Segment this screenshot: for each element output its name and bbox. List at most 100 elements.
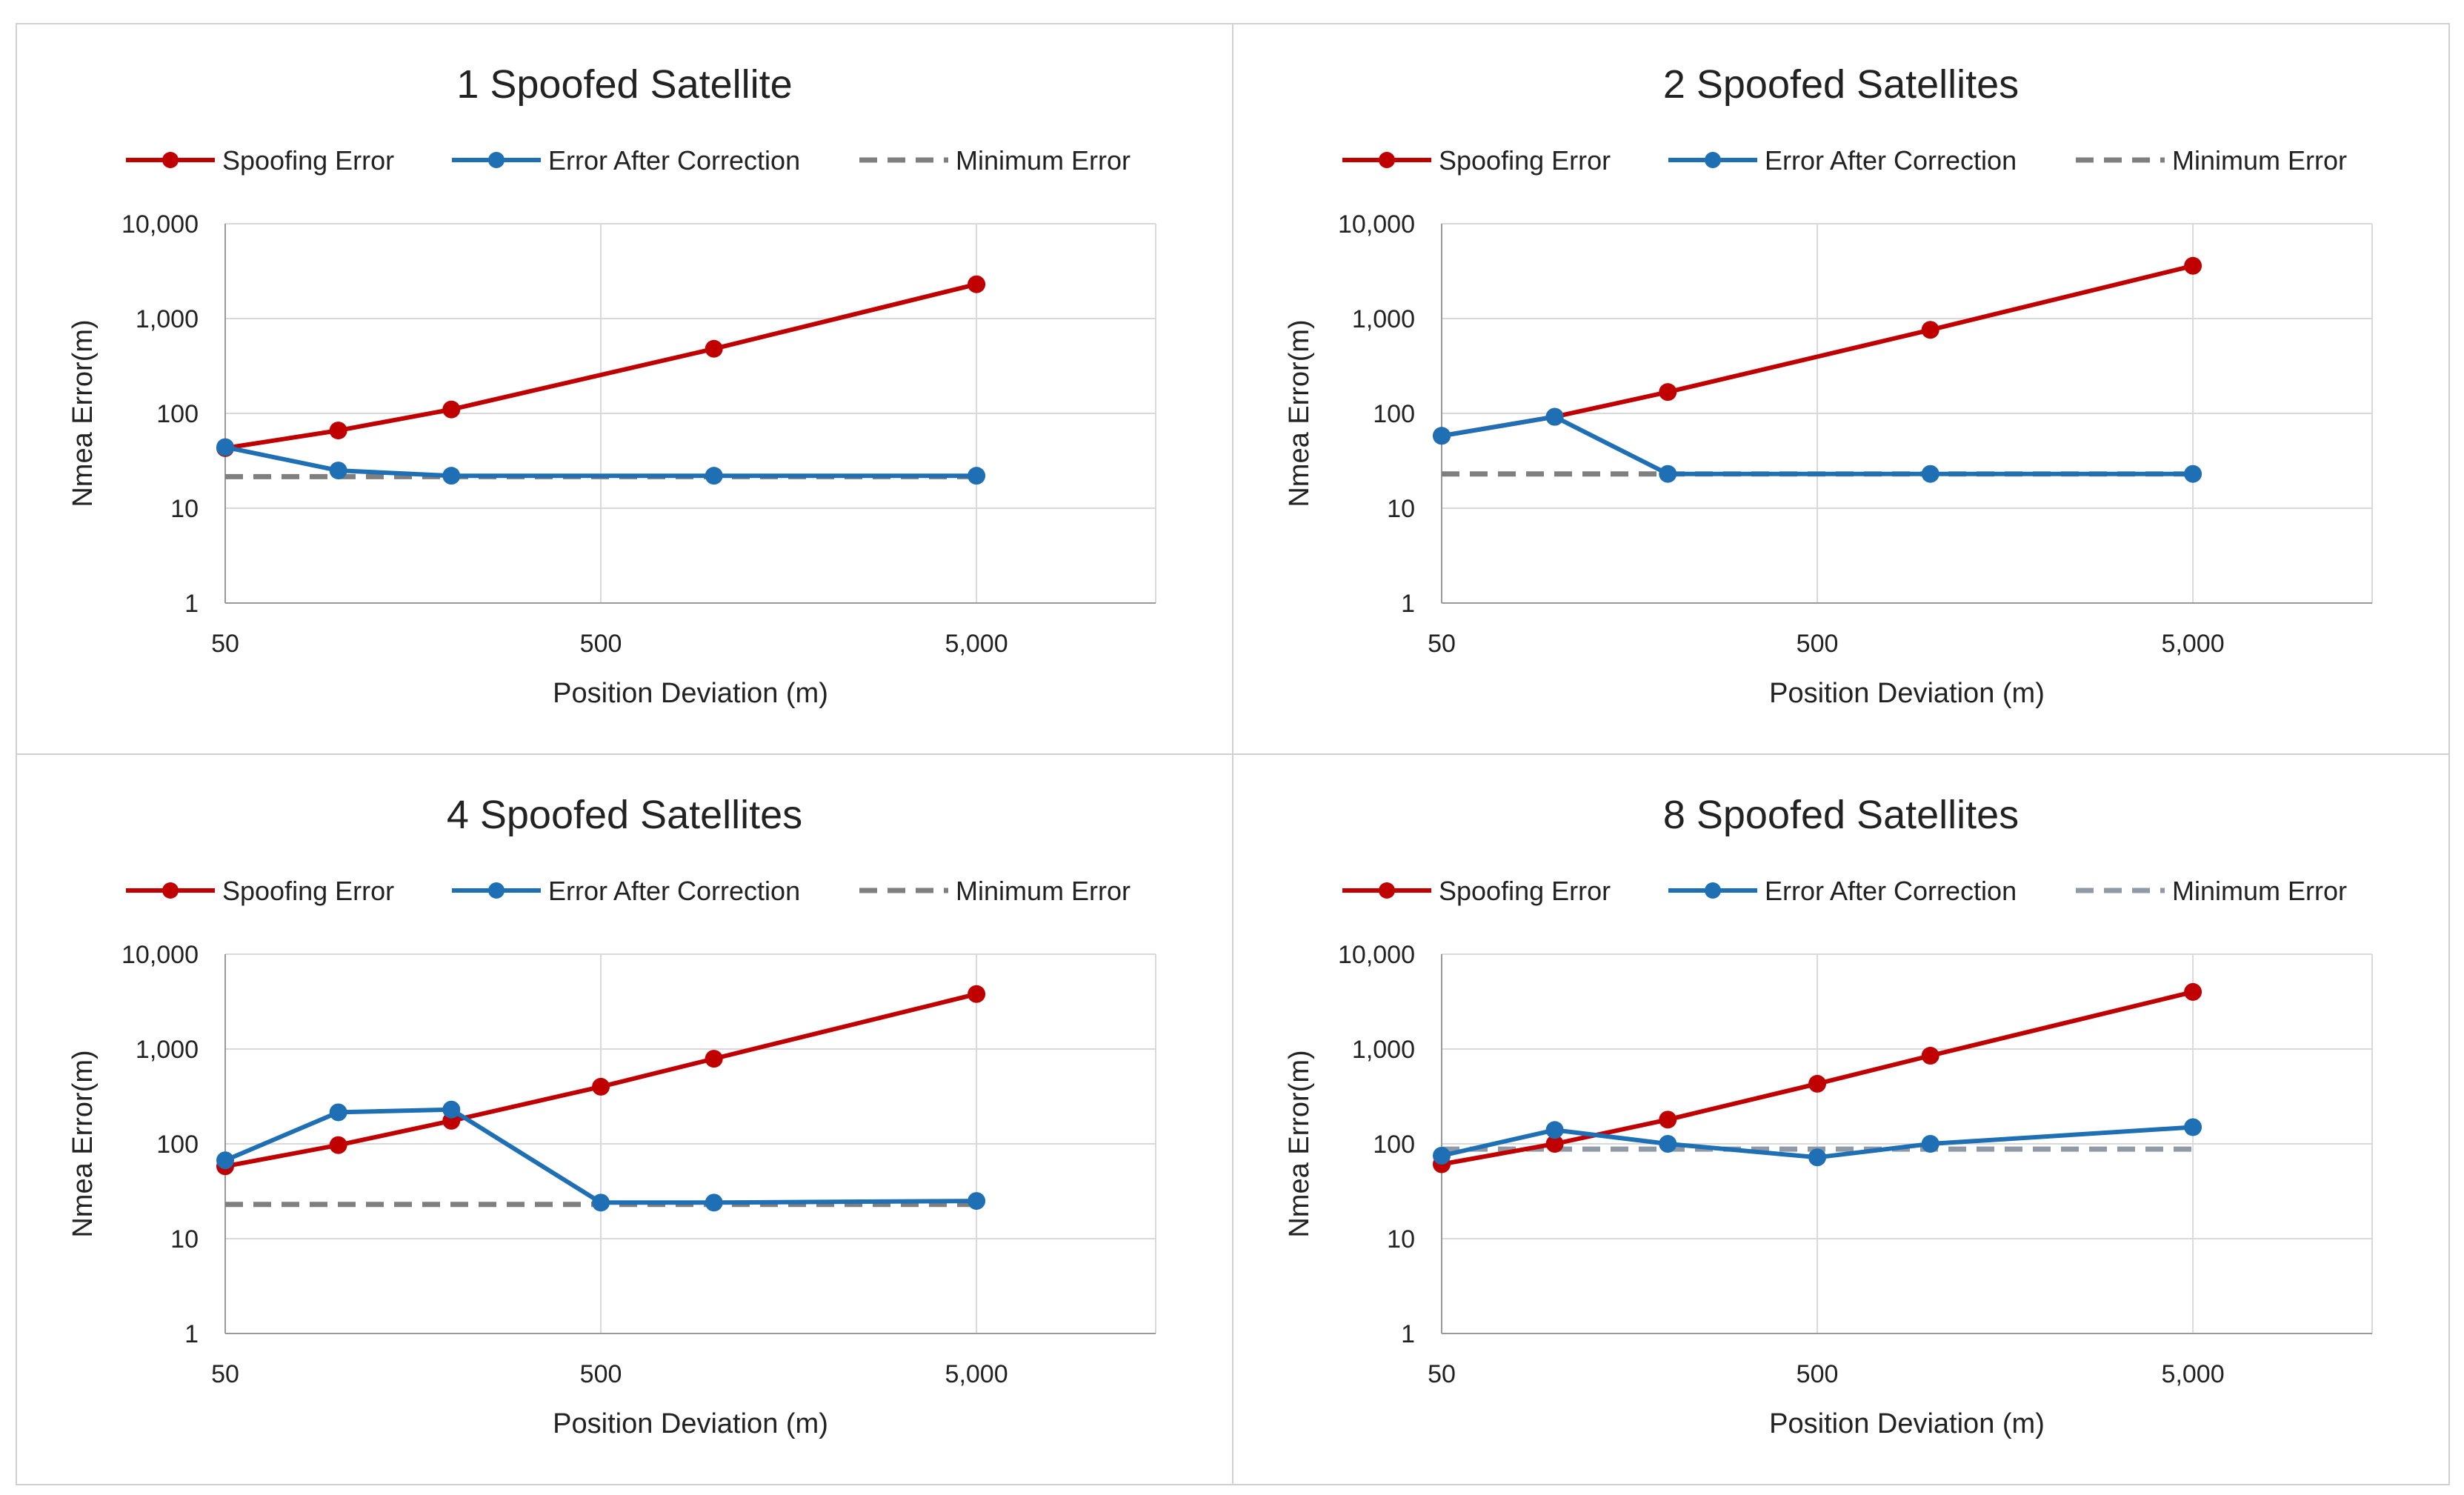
legend-label: Error After Correction (1765, 145, 2017, 176)
legend-item: Error After Correction (452, 145, 800, 176)
data-point-error-after-correction (1659, 1135, 1677, 1153)
data-point-error-after-correction (1545, 1121, 1564, 1139)
panel-frame (1232, 753, 2450, 1485)
y-tick-label: 1,000 (1352, 305, 1415, 333)
data-point-error-after-correction (1433, 1146, 1451, 1165)
legend-label: Error After Correction (548, 876, 800, 906)
legend-marker (162, 152, 179, 168)
y-tick-label: 10 (1387, 495, 1415, 523)
y-tick-label: 1,000 (1352, 1036, 1415, 1064)
y-tick-label: 1 (184, 1320, 199, 1348)
data-point-spoofing-error (329, 422, 347, 440)
data-point-error-after-correction (592, 1193, 610, 1212)
y-tick-label: 10,000 (121, 210, 199, 239)
y-tick-label: 1 (184, 590, 199, 618)
data-point-error-after-correction (1921, 465, 1939, 483)
data-point-error-after-correction (1545, 407, 1564, 426)
legend-marker (1705, 152, 1721, 168)
x-tick-label: 50 (211, 630, 239, 658)
y-axis-title: Nmea Error(m) (67, 1050, 99, 1237)
legend-marker (1379, 882, 1395, 899)
chart-title: 2 Spoofed Satellites (1663, 62, 2019, 107)
legend-item: Minimum Error (859, 876, 1131, 906)
data-point-error-after-correction (442, 467, 461, 485)
data-point-error-after-correction (705, 1193, 723, 1212)
data-point-error-after-correction (442, 1100, 461, 1119)
legend-item: Minimum Error (2076, 145, 2347, 176)
legend-item: Spoofing Error (126, 876, 394, 906)
data-point-spoofing-error (2184, 256, 2202, 275)
y-tick-label: 1,000 (136, 1036, 199, 1064)
data-point-spoofing-error (2184, 982, 2202, 1001)
legend-marker (488, 882, 505, 899)
chart-panel-4: 4 Spoofed Satellites Spoofing Error Error … (16, 753, 1233, 1485)
y-tick-label: 100 (156, 1131, 199, 1159)
data-point-spoofing-error (705, 339, 723, 358)
legend-label: Minimum Error (2172, 876, 2347, 906)
data-point-error-after-correction (968, 467, 986, 485)
y-tick-label: 10 (1387, 1225, 1415, 1253)
series-line-spoofing-error (224, 991, 977, 1169)
data-point-error-after-correction (1921, 1135, 1939, 1153)
chart-title: 4 Spoofed Satellites (447, 793, 802, 837)
data-point-spoofing-error (1921, 1047, 1939, 1065)
x-axis-title: Position Deviation (m) (1769, 678, 2045, 709)
legend-label: Spoofing Error (222, 145, 394, 176)
data-point-spoofing-error (968, 985, 986, 1003)
x-tick-label: 500 (580, 630, 622, 658)
data-point-error-after-correction (1433, 427, 1451, 445)
data-point-error-after-correction (329, 462, 347, 480)
data-point-spoofing-error (1921, 321, 1939, 339)
legend-marker (1379, 152, 1395, 168)
x-tick-label: 500 (580, 1360, 622, 1388)
data-point-error-after-correction (216, 438, 234, 456)
data-point-spoofing-error (442, 400, 461, 419)
x-tick-label: 50 (1428, 630, 1456, 658)
y-tick-label: 100 (1373, 1131, 1415, 1159)
y-tick-label: 10 (170, 1225, 199, 1253)
legend-label: Spoofing Error (1439, 876, 1611, 906)
data-point-spoofing-error (968, 275, 986, 293)
data-point-error-after-correction (216, 1151, 234, 1170)
panel-frame (16, 23, 1233, 755)
y-tick-label: 100 (1373, 400, 1415, 428)
legend-label: Minimum Error (956, 145, 1131, 176)
legend-label: Minimum Error (2172, 145, 2347, 176)
y-tick-label: 1,000 (136, 305, 199, 333)
data-point-error-after-correction (705, 467, 723, 485)
data-point-spoofing-error (592, 1077, 610, 1096)
chart-panel-1: 1 Spoofed Satellite Spoofing Error Error A… (16, 23, 1233, 755)
data-point-error-after-correction (1659, 465, 1677, 483)
x-tick-label: 500 (1797, 1360, 1839, 1388)
data-point-spoofing-error (1808, 1074, 1827, 1093)
data-point-error-after-correction (2184, 1118, 2202, 1136)
y-tick-label: 10,000 (121, 941, 199, 969)
y-tick-label: 10,000 (1338, 210, 1415, 239)
y-tick-label: 10,000 (1338, 941, 1415, 969)
data-point-spoofing-error (329, 1136, 347, 1154)
series-line-error-after-correction (1441, 1125, 2194, 1160)
legend-label: Spoofing Error (222, 876, 394, 906)
legend-item: Spoofing Error (126, 145, 394, 176)
data-point-spoofing-error (705, 1050, 723, 1068)
legend-label: Minimum Error (956, 876, 1131, 906)
legend-item: Spoofing Error (1342, 876, 1611, 906)
chart-panel-8: 8 Spoofed Satellites Spoofing Error Error … (1232, 753, 2450, 1485)
x-tick-label: 50 (1428, 1360, 1456, 1388)
legend-item: Minimum Error (859, 145, 1131, 176)
data-point-spoofing-error (1659, 383, 1677, 402)
data-point-error-after-correction (2184, 465, 2202, 483)
legend-marker (1705, 882, 1721, 899)
chart-panel-2: 2 Spoofed Satellites Spoofing Error Error … (1232, 23, 2450, 755)
legend-marker (162, 882, 179, 899)
data-point-spoofing-error (1545, 1135, 1564, 1153)
x-tick-label: 500 (1797, 630, 1839, 658)
series-line-error-after-correction (224, 1107, 977, 1205)
legend-label: Error After Correction (1765, 876, 2017, 906)
legend-item: Minimum Error (2076, 876, 2347, 906)
data-point-error-after-correction (329, 1103, 347, 1122)
legend-item: Spoofing Error (1342, 145, 1611, 176)
panel-frame (16, 753, 1233, 1485)
legend-item: Error After Correction (452, 876, 800, 906)
